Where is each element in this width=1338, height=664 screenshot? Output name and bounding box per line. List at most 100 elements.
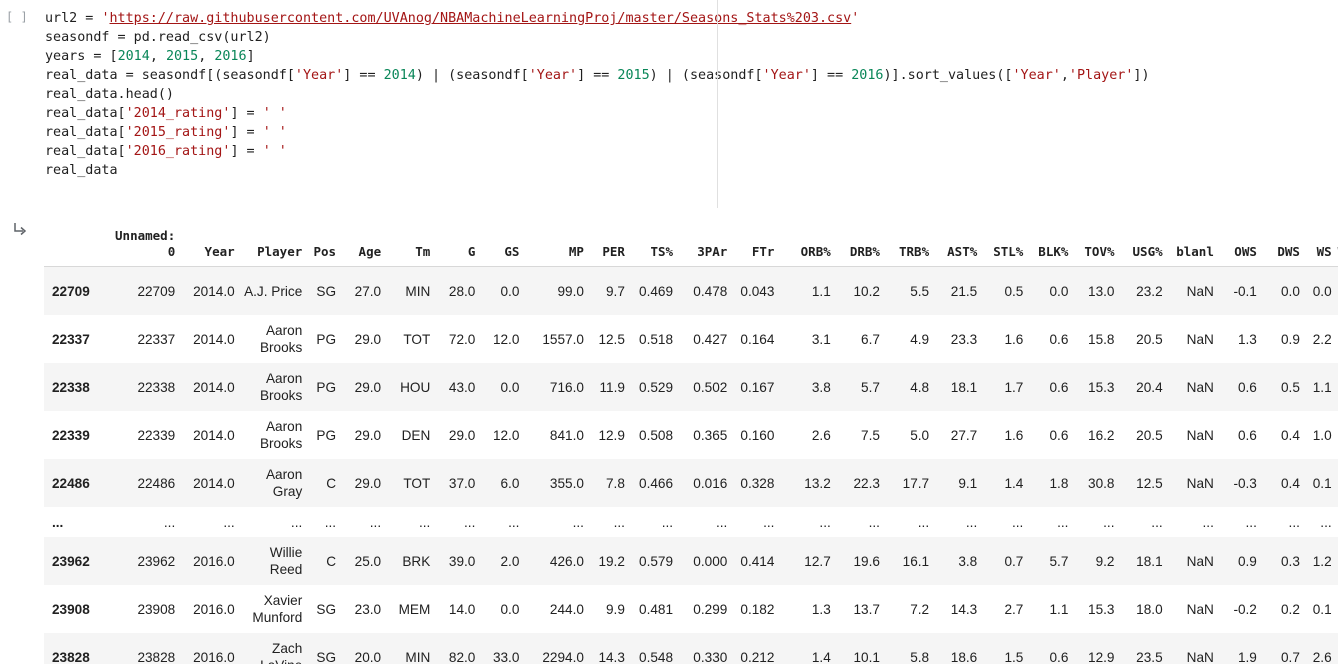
column-header: DWS	[1277, 244, 1300, 259]
table-cell: 5.5	[910, 283, 930, 299]
table-cell: 21.5	[950, 283, 978, 299]
code-line: real_data['2014_rating'] = ' '	[45, 104, 1150, 123]
table-cell: 2.6	[811, 427, 831, 443]
code-token: real_data	[45, 163, 118, 178]
ellipsis-row: ........................................…	[44, 507, 1338, 537]
table-cell: 23.3	[950, 331, 978, 347]
table-cell: 4.9	[910, 331, 930, 347]
column-header: MP	[568, 244, 584, 259]
table-cell: ...	[1288, 514, 1300, 530]
table-cell: 23.5	[1136, 649, 1163, 664]
code-token: real_data.head()	[45, 87, 174, 102]
code-line: url2 = 'https://raw.githubusercontent.co…	[45, 9, 1150, 28]
table-row: 22709 22709 2014.0 A.J. Price SG 27.0 MIN 28.0 0…	[44, 266, 1338, 315]
column-header: ORB%	[800, 244, 831, 259]
code-token[interactable]: https://raw.githubusercontent.com/UVAnog…	[109, 11, 852, 26]
row-index: 22337	[52, 331, 90, 347]
column-header: Pos	[313, 244, 337, 259]
table-cell: 0.000	[693, 553, 728, 569]
table-cell: ...	[613, 514, 625, 530]
table-cell: 6.7	[861, 331, 880, 347]
table-cell: 12.7	[804, 553, 831, 569]
table-cell: 0.0	[1312, 283, 1332, 299]
table-cell: 18.6	[950, 649, 978, 664]
table-cell: 27.7	[950, 427, 978, 443]
code-token: 2014	[383, 68, 416, 83]
code-token: '2015_rating'	[125, 125, 231, 140]
table-cell: 0.9	[1280, 331, 1300, 347]
table-cell: 11.9	[599, 379, 625, 395]
table-cell: 1.8	[1049, 475, 1069, 491]
table-cell: ...	[917, 514, 930, 530]
table-cell: NaN	[1186, 475, 1214, 491]
table-cell: 426.0	[549, 553, 584, 569]
column-header: TS%	[650, 244, 674, 259]
table-cell: 0.0	[500, 601, 520, 617]
column-header: GS	[504, 244, 520, 259]
table-cell: 5.0	[910, 427, 930, 443]
table-cell: 22337	[137, 331, 176, 347]
table-cell: 10.1	[853, 649, 880, 664]
cell-run-button[interactable]: [ ]	[6, 10, 28, 24]
table-cell: 23.0	[354, 601, 382, 617]
table-cell: Aaron Brooks	[259, 371, 303, 403]
table-cell: 1.9	[1237, 649, 1257, 664]
table-cell: 19.6	[853, 553, 880, 569]
table-cell: 7.2	[910, 601, 930, 617]
table-cell: 25.0	[354, 553, 382, 569]
code-token: ] =	[230, 106, 263, 121]
table-row: 23908 23908 2016.0 Xavier Munford SG 23.0 MEM 1…	[44, 585, 1338, 633]
table-cell: 30.8	[1088, 475, 1115, 491]
table-cell: Zach LaVine	[260, 641, 303, 664]
table-cell: 0.1	[1312, 601, 1332, 617]
table-cell: HOU	[400, 379, 431, 395]
table-cell: 12.5	[1136, 475, 1163, 491]
column-header: STL%	[993, 244, 1024, 259]
table-cell: 18.1	[1136, 553, 1163, 569]
table-cell: 39.0	[448, 553, 476, 569]
code-token: 2015	[617, 68, 650, 83]
table-cell: 22709	[137, 283, 176, 299]
table-cell: 20.4	[1136, 379, 1163, 395]
table-cell: 2014.0	[193, 283, 235, 299]
table-cell: BRK	[402, 553, 431, 569]
table-cell: ...	[1057, 514, 1069, 530]
column-header: TRB%	[899, 244, 930, 259]
code-token: ' '	[262, 106, 287, 121]
code-editor[interactable]: url2 = 'https://raw.githubusercontent.co…	[45, 9, 1150, 180]
code-token: 'Player'	[1068, 68, 1134, 83]
table-cell: 0.164	[740, 331, 775, 347]
table-cell: 1.6	[1004, 331, 1024, 347]
table-cell: 0.518	[639, 331, 674, 347]
table-cell: DEN	[401, 427, 431, 443]
table-cell: NaN	[1186, 283, 1214, 299]
table-cell: 23828	[137, 649, 176, 664]
column-header: USG%	[1132, 244, 1163, 259]
code-token: '	[851, 11, 860, 26]
table-cell: SG	[316, 283, 337, 299]
code-token: '	[101, 11, 110, 26]
code-token: )].sort_values([	[883, 68, 1013, 83]
table-cell: C	[326, 553, 337, 569]
table-cell: 9.1	[958, 475, 978, 491]
table-cell: 0.7	[1280, 649, 1300, 664]
output-area[interactable]: Unnamed: 0 Year Player Pos Age Tm G GS MP PER TS% 3…	[44, 214, 1338, 664]
table-cell: 22339	[137, 427, 176, 443]
table-cell: ...	[369, 514, 382, 530]
table-cell: 2294.0	[542, 649, 584, 664]
table-cell: 2016.0	[193, 553, 235, 569]
table-cell: 0.1	[1312, 475, 1332, 491]
row-index: 22709	[52, 283, 90, 299]
table-cell: 2.2	[1312, 331, 1332, 347]
table-cell: 0.6	[1049, 649, 1069, 664]
table-cell: Willie Reed	[269, 545, 303, 577]
code-token: seasondf = pd.read_csv(url2)	[45, 30, 271, 45]
table-cell: 1.4	[1004, 475, 1024, 491]
table-cell: 0.466	[639, 475, 674, 491]
table-cell: 0.0	[500, 379, 520, 395]
code-line: real_data	[45, 161, 1150, 180]
table-row: 22486 22486 2014.0 Aaron Gray C 29.0 TOT 37.0 6.…	[44, 459, 1338, 507]
table-cell: 29.0	[448, 427, 476, 443]
table-cell: 1.2	[1312, 553, 1332, 569]
table-cell: 1.7	[1004, 379, 1024, 395]
